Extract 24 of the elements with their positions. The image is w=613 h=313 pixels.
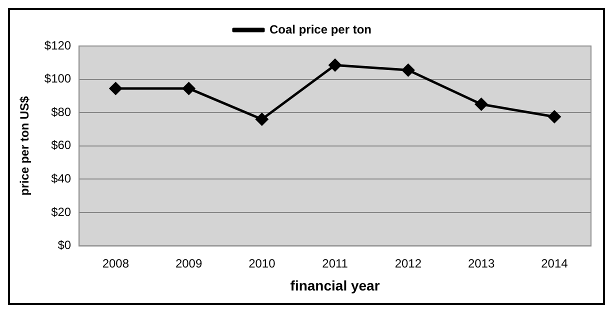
point bbox=[548, 110, 561, 124]
point bbox=[256, 113, 268, 126]
x-tick-label: 2014 bbox=[541, 256, 568, 270]
y-tick-label: $60 bbox=[51, 138, 72, 152]
x-tick-label: 2009 bbox=[175, 256, 202, 270]
x-tick-label: 2013 bbox=[468, 256, 495, 270]
x-tick-label: 2008 bbox=[102, 256, 130, 270]
x-tick-label: 2012 bbox=[394, 256, 422, 270]
y-tick-label: $40 bbox=[51, 172, 72, 186]
y-tick-label: $0 bbox=[58, 238, 72, 252]
point bbox=[328, 58, 342, 72]
legend-label: Coal price per ton bbox=[269, 22, 372, 36]
x-tick-label: 2011 bbox=[322, 256, 348, 270]
point bbox=[402, 64, 414, 76]
y-tick-label: $100 bbox=[44, 72, 72, 86]
y-tick-label: $120 bbox=[44, 38, 72, 52]
y-axis-title: price per ton US$ bbox=[18, 96, 32, 196]
x-tick-label: 2010 bbox=[248, 256, 276, 270]
y-tick-label: $20 bbox=[51, 204, 72, 219]
x-axis-title: financial year bbox=[290, 277, 380, 294]
point bbox=[109, 82, 122, 95]
point bbox=[475, 98, 488, 111]
point bbox=[182, 82, 196, 95]
y-tick-label: $80 bbox=[51, 104, 72, 119]
